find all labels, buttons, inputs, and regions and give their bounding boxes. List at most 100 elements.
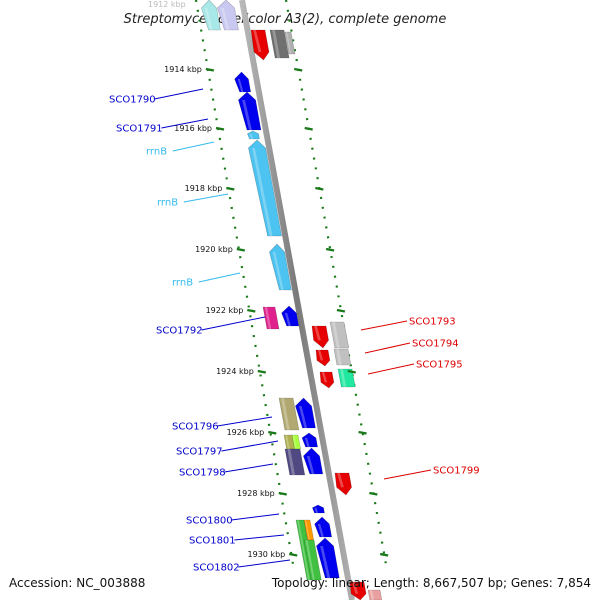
forward-feature-6-highlight <box>317 350 324 361</box>
forward-gene-label[interactable]: SCO1794 <box>412 339 459 350</box>
forward-leader-line <box>367 363 415 375</box>
reverse-leader-line <box>201 316 266 331</box>
reverse-feature-10 <box>278 397 300 431</box>
reverse-feature-22-highlight <box>320 546 331 578</box>
kbp-tick-label: 1916 kbp <box>174 124 212 133</box>
forward-feature-2-highlight <box>272 30 280 58</box>
reverse-feature-15-highlight <box>287 449 295 475</box>
reverse-feature-6 <box>248 139 282 237</box>
forward-feature-10 <box>334 472 352 496</box>
reverse-gene-label[interactable]: rrnB <box>146 147 167 158</box>
forward-feature-4-highlight <box>314 326 321 341</box>
reverse-feature-21 <box>303 539 322 581</box>
tick-mark-right <box>336 308 346 313</box>
reverse-feature-21-highlight <box>305 540 315 580</box>
tick-mark-right <box>294 67 303 72</box>
reverse-feature-11 <box>295 397 316 429</box>
reverse-feature-18-highlight <box>317 524 324 537</box>
reverse-feature-5 <box>247 130 260 140</box>
reverse-gene-label[interactable]: SCO1797 <box>176 447 223 458</box>
forward-feature-11-highlight <box>352 582 359 594</box>
reverse-feature-1 <box>201 0 221 31</box>
summary-text: Topology: linear; Length: 8,667,507 bp; … <box>271 576 591 590</box>
reverse-feature-7 <box>269 243 292 291</box>
reverse-feature-2 <box>217 0 239 31</box>
reverse-leader-line <box>183 193 229 203</box>
reverse-gene-label[interactable]: SCO1800 <box>186 516 233 527</box>
tick-mark-right <box>325 247 335 252</box>
forward-feature-9 <box>337 368 356 388</box>
forward-feature-11 <box>349 581 367 600</box>
tick-layer: 1914 kbp 1916 kbp 1918 kbp 1920 kbp 1922 kbp… <box>164 65 389 559</box>
reverse-gene-label[interactable]: SCO1796 <box>172 422 219 433</box>
forward-feature-7-highlight <box>336 349 342 365</box>
forward-feature-6 <box>315 349 331 367</box>
reverse-leader-line <box>224 463 274 473</box>
reverse-feature-13 <box>291 434 301 450</box>
forward-feature-8 <box>319 371 335 389</box>
reverse-gene-label[interactable]: SCO1790 <box>109 95 156 106</box>
reverse-feature-5-highlight <box>249 133 253 139</box>
reverse-feature-3-highlight <box>237 79 244 92</box>
tick-mark-left <box>226 186 235 191</box>
accession-text: Accession: NC_003888 <box>9 576 145 590</box>
reverse-gene-label[interactable]: SCO1798 <box>179 468 226 479</box>
reverse-gene-label[interactable]: SCO1792 <box>156 326 203 337</box>
tick-mark-left <box>268 430 277 435</box>
reverse-feature-17 <box>312 504 325 514</box>
forward-feature-12 <box>367 589 383 600</box>
tick-mark-right <box>347 369 356 374</box>
forward-feature-1 <box>250 29 270 61</box>
reverse-gene-label[interactable]: SCO1791 <box>116 124 163 135</box>
kbp-tick-label: 1926 kbp <box>227 428 265 437</box>
reverse-feature-8 <box>262 306 280 330</box>
reverse-feature-7-highlight <box>272 252 284 290</box>
reverse-feature-18 <box>314 516 333 538</box>
reverse-gene-label[interactable]: rrnB <box>157 198 178 209</box>
forward-feature-9-highlight <box>340 369 347 387</box>
forward-leader-line <box>383 469 432 480</box>
map-title: Streptomyces coelicolor A3(2), complete … <box>124 12 447 27</box>
reverse-gene-label[interactable]: SCO1801 <box>189 536 236 547</box>
kbp-tick-label: 1920 kbp <box>195 245 233 254</box>
reverse-feature-4 <box>238 91 262 131</box>
forward-feature-7 <box>333 348 352 366</box>
tick-mark-left <box>247 308 256 313</box>
forward-gene-label[interactable]: SCO1793 <box>409 317 456 328</box>
reverse-feature-22 <box>316 537 340 579</box>
forward-leader-line <box>360 320 408 331</box>
forward-feature-4 <box>311 325 329 349</box>
reverse-feature-16 <box>303 447 324 475</box>
reverse-gene-label[interactable]: SCO1802 <box>193 563 240 574</box>
reverse-leader-line <box>231 513 280 521</box>
forward-gene-label[interactable]: SCO1795 <box>416 360 463 371</box>
reverse-leader-line <box>172 141 215 152</box>
forward-leader-line <box>364 342 411 354</box>
tick-mark-left <box>289 552 298 557</box>
tick-mark-left <box>257 369 267 374</box>
tick-mark-left <box>278 491 287 496</box>
reverse-feature-10-highlight <box>281 398 290 430</box>
reverse-feature-11-highlight <box>298 406 308 428</box>
tick-mark-right <box>358 430 367 435</box>
forward-feature-5 <box>329 321 350 349</box>
reverse-gene-label[interactable]: rrnB <box>172 278 193 289</box>
tick-mark-right <box>304 126 313 131</box>
reverse-feature-2-highlight <box>221 8 230 30</box>
forward-feature-2 <box>269 29 290 59</box>
reverse-feature-3 <box>234 71 252 93</box>
tick-mark-right <box>379 552 389 557</box>
reverse-feature-4-highlight <box>242 100 252 130</box>
tick-mark-left <box>215 126 225 131</box>
forward-feature-12-highlight <box>369 590 374 600</box>
forward-feature-3 <box>284 31 296 55</box>
reverse-feature-9 <box>281 305 300 327</box>
tick-mark-right <box>315 186 324 191</box>
reverse-feature-6-highlight <box>252 148 273 236</box>
forward-gene-label[interactable]: SCO1799 <box>433 466 480 477</box>
reverse-feature-15 <box>284 448 306 476</box>
tick-mark-left <box>205 67 215 72</box>
reverse-feature-16-highlight <box>306 456 315 474</box>
reverse-feature-12-highlight <box>285 435 290 449</box>
